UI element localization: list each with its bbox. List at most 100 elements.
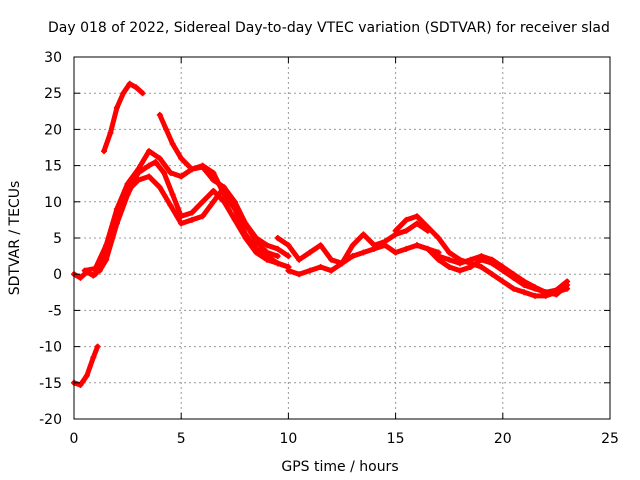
data-point — [103, 249, 110, 256]
data-point — [446, 256, 453, 263]
data-point — [263, 249, 270, 256]
data-point — [163, 126, 170, 133]
data-point — [77, 274, 84, 281]
series-arc-7 — [274, 235, 442, 267]
data-point — [510, 271, 517, 278]
data-point — [107, 130, 114, 137]
data-point — [328, 267, 335, 274]
data-point — [478, 263, 485, 270]
data-point — [317, 263, 324, 270]
y-tick-label: 10 — [44, 195, 62, 211]
data-point — [306, 267, 313, 274]
data-point — [81, 267, 88, 274]
data-point — [360, 249, 367, 256]
data-point — [360, 231, 367, 238]
series-line — [275, 235, 441, 266]
x-tick-label: 5 — [177, 431, 186, 447]
data-point — [435, 253, 442, 260]
data-point — [199, 162, 206, 169]
data-point — [188, 209, 195, 216]
data-point — [456, 260, 463, 267]
data-point — [167, 169, 174, 176]
data-point — [285, 242, 292, 249]
data-point — [274, 245, 281, 252]
data-point — [178, 220, 185, 227]
data-point — [188, 216, 195, 223]
data-point — [146, 148, 153, 155]
data-point — [392, 227, 399, 234]
data-point — [210, 198, 217, 205]
data-point — [521, 289, 528, 296]
data-point — [414, 213, 421, 220]
data-point — [456, 267, 463, 274]
data-point — [199, 213, 206, 220]
data-point — [169, 191, 176, 198]
y-tick-label: 20 — [44, 122, 62, 138]
y-tick-label: 15 — [44, 159, 62, 175]
data-point — [424, 245, 431, 252]
data-point — [263, 242, 270, 249]
data-point — [381, 238, 388, 245]
series-line — [157, 112, 281, 259]
y-tick-label: -15 — [39, 376, 62, 392]
data-point — [414, 220, 421, 227]
data-point — [146, 173, 153, 180]
data-point — [553, 287, 560, 294]
data-point — [489, 271, 496, 278]
data-point — [403, 216, 410, 223]
x-tick-label: 15 — [387, 431, 405, 447]
data-point — [306, 249, 313, 256]
data-point — [90, 354, 97, 361]
data-point — [392, 249, 399, 256]
data-point — [77, 381, 84, 388]
data-point — [446, 263, 453, 270]
data-point — [120, 90, 127, 97]
data-point — [253, 238, 260, 245]
data-point — [349, 253, 356, 260]
chart-title: Day 018 of 2022, Sidereal Day-to-day VTE… — [48, 20, 610, 36]
data-point — [210, 187, 217, 194]
data-point — [531, 284, 538, 291]
x-axis-label: GPS time / hours — [281, 459, 398, 475]
data-point — [167, 202, 174, 209]
data-point — [371, 242, 378, 249]
y-tick-label: 5 — [53, 231, 62, 247]
series-line — [71, 344, 101, 388]
data-point — [499, 263, 506, 270]
series-arc-11 — [435, 253, 571, 296]
data-point — [139, 90, 146, 97]
data-point — [285, 253, 292, 260]
data-point — [199, 198, 206, 205]
data-point — [152, 158, 159, 165]
data-point — [296, 271, 303, 278]
series-arc-6 — [71, 343, 101, 388]
data-point — [253, 245, 260, 252]
data-point — [274, 260, 281, 267]
data-point — [133, 84, 140, 91]
data-point — [169, 140, 176, 147]
series-arc-9 — [392, 213, 571, 299]
y-tick-label: -10 — [39, 340, 62, 356]
series-arc-4 — [101, 80, 146, 155]
x-tick-label: 25 — [601, 431, 619, 447]
data-point — [113, 213, 120, 220]
y-tick-label: 0 — [53, 267, 62, 283]
data-point — [328, 256, 335, 263]
data-point — [435, 235, 442, 241]
data-point — [83, 372, 90, 379]
data-point — [285, 267, 292, 274]
data-point — [156, 155, 163, 162]
data-point — [124, 180, 131, 187]
data-point — [135, 177, 142, 184]
data-point — [242, 220, 249, 227]
data-point — [101, 148, 108, 155]
data-point — [274, 235, 281, 241]
data-point — [446, 249, 453, 256]
data-point — [156, 184, 163, 191]
data-point — [231, 206, 238, 213]
data-point — [542, 289, 549, 296]
data-point — [156, 111, 163, 118]
data-point — [178, 155, 185, 162]
data-point — [478, 253, 485, 260]
